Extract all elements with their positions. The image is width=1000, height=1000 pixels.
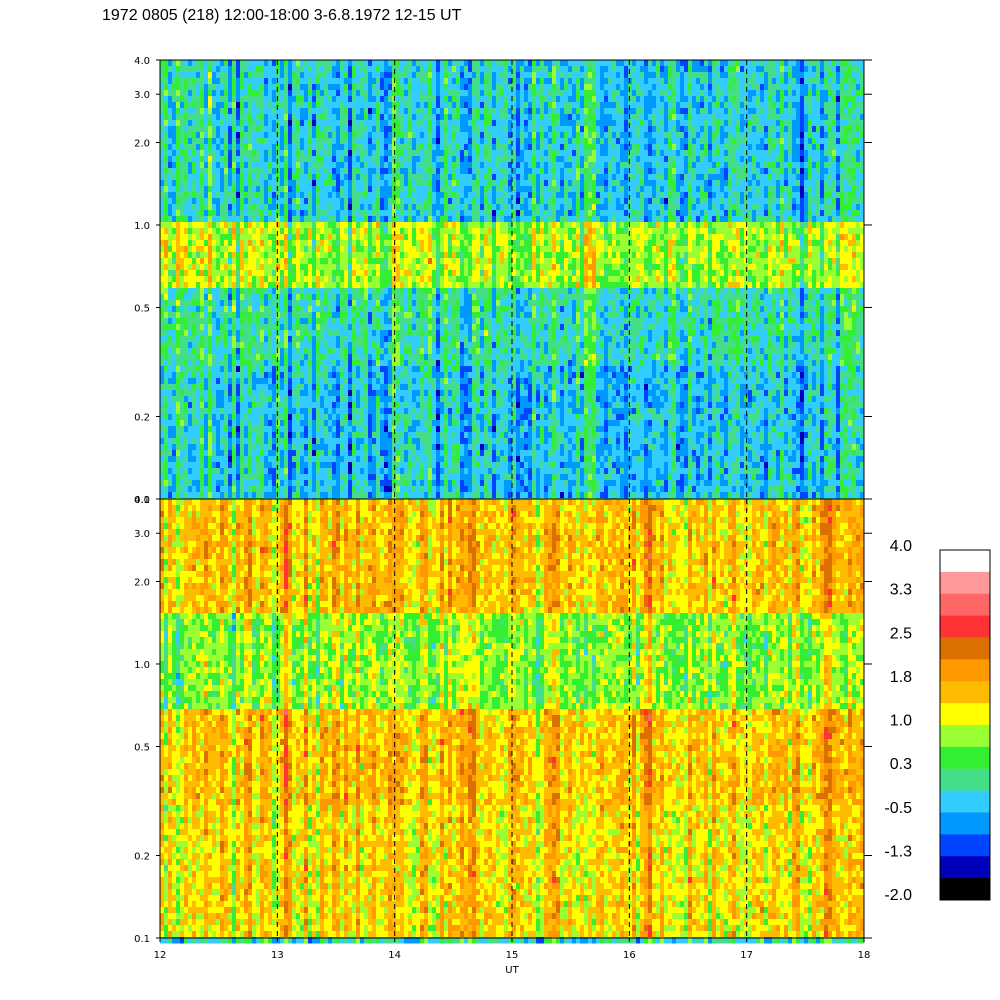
colorbar-swatch	[940, 791, 990, 813]
colorbar-label: -0.5	[884, 800, 912, 817]
y-tick-label: 4.0	[134, 495, 150, 506]
x-tick-label: 13	[271, 950, 284, 961]
figure-title: 1972 0805 (218) 12:00-18:00 3-6.8.1972 1…	[102, 7, 462, 24]
colorbar-swatch	[940, 769, 990, 791]
y-tick-label: 0.5	[134, 303, 150, 314]
x-tick-label: 12	[154, 950, 167, 961]
colorbar-swatch	[940, 725, 990, 747]
colorbar-swatch	[940, 878, 990, 900]
colorbar-swatch	[940, 572, 990, 594]
y-tick-label: 2.0	[134, 577, 150, 588]
colorbar-swatch	[940, 856, 990, 878]
colorbar-label: 1.8	[890, 669, 912, 686]
panels: 0.10.20.51.02.03.04.00.10.20.51.02.03.04…	[134, 56, 872, 976]
spectrogram-panel-bottom: 0.1 0.2 0.5 1.0 2.0 3.0 4.0 12 13 14 15 16 17 18 UT	[134, 495, 872, 976]
colorbar-swatch	[940, 703, 990, 725]
colorbar-swatch	[940, 681, 990, 703]
y-tick-label: 3.0	[134, 529, 150, 540]
colorbar-label: 0.3	[890, 756, 912, 773]
colorbar-swatch	[940, 550, 990, 572]
y-tick-label: 2.0	[134, 138, 150, 149]
colorbar-swatch	[940, 834, 990, 856]
colorbar-swatch	[940, 747, 990, 769]
colorbar: 4.0 3.3 2.5 1.8 1.0 0.3 -0.5 -1.3 -2.0	[884, 538, 990, 904]
x-tick-label: 18	[858, 950, 871, 961]
spectrogram-panel-top: 0.10.20.51.02.03.04.0	[134, 56, 872, 506]
x-tick-label: 14	[388, 950, 401, 961]
colorbar-label: 2.5	[890, 625, 912, 642]
colorbar-swatch	[940, 813, 990, 835]
colorbar-swatch	[940, 638, 990, 660]
colorbar-label: 4.0	[890, 538, 912, 555]
colorbar-swatch	[940, 594, 990, 616]
colorbar-label: 3.3	[890, 582, 912, 599]
y-tick-label: 0.5	[134, 742, 150, 753]
colorbar-swatch	[940, 659, 990, 681]
y-tick-label: 0.1	[134, 934, 150, 945]
y-tick-label: 0.2	[134, 413, 150, 424]
y-tick-label: 4.0	[134, 56, 150, 67]
y-tick-label: 3.0	[134, 90, 150, 101]
y-tick-label: 1.0	[134, 660, 150, 671]
y-tick-label: 0.2	[134, 852, 150, 863]
x-tick-label: 17	[740, 950, 753, 961]
x-tick-label: 15	[506, 950, 519, 961]
colorbar-swatch	[940, 616, 990, 638]
x-tick-label: 16	[623, 950, 636, 961]
colorbar-label: -1.3	[884, 843, 912, 860]
colorbar-label: -2.0	[884, 887, 912, 904]
x-axis-label: UT	[505, 965, 519, 976]
y-tick-label: 1.0	[134, 221, 150, 232]
colorbar-label: 1.0	[890, 713, 912, 730]
